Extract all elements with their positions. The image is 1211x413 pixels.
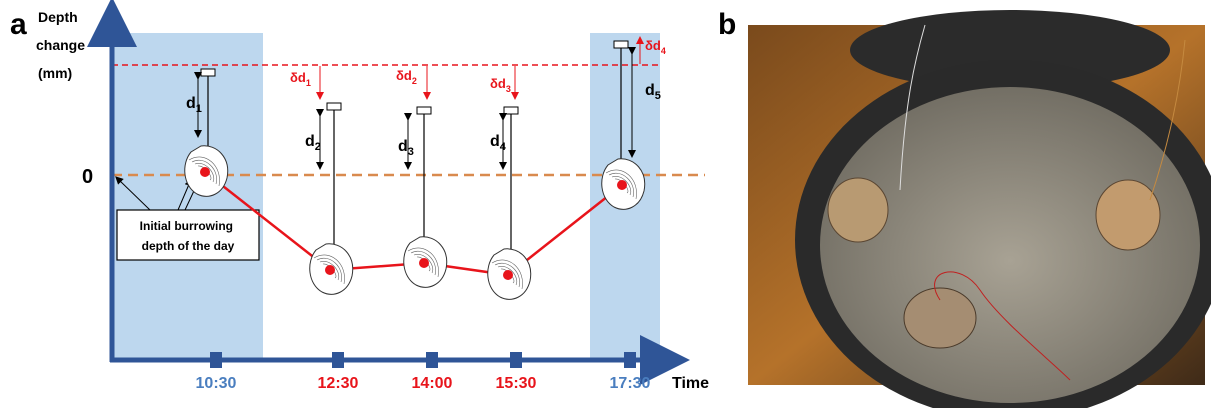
time-label: 12:30 — [318, 375, 359, 392]
shell-dot — [200, 167, 210, 177]
shell-dot — [419, 258, 429, 268]
time-label: 14:00 — [412, 375, 453, 392]
shell-dot — [617, 180, 627, 190]
zero-label: 0 — [82, 166, 93, 188]
sensor — [504, 107, 518, 114]
delta-main: δd — [490, 76, 506, 91]
depth-main: d — [305, 133, 315, 150]
shade — [112, 33, 263, 360]
shell — [904, 288, 976, 348]
depth-label: d2 — [305, 133, 321, 153]
delta-sub: 2 — [412, 76, 417, 86]
shell-dot — [325, 265, 335, 275]
depth-sub: 1 — [196, 103, 202, 115]
time-tick — [510, 352, 522, 368]
time-tick — [624, 352, 636, 368]
delta-sub: 1 — [306, 78, 311, 88]
panel-a: a Depth change (mm) 0 Time Initial burro… — [10, 8, 709, 392]
sensor — [327, 103, 341, 110]
delta-main: δd — [645, 38, 661, 53]
shell — [310, 244, 353, 294]
delta-sub: 3 — [506, 84, 511, 94]
time-tick — [426, 352, 438, 368]
shell — [185, 146, 228, 196]
shell — [602, 159, 645, 209]
depth-main: d — [490, 133, 500, 150]
depth-sub: 5 — [655, 90, 661, 102]
time-tick — [332, 352, 344, 368]
shell — [1096, 180, 1160, 250]
time-label: 17:30 — [610, 375, 651, 392]
time-tick — [210, 352, 222, 368]
delta-main: δd — [396, 68, 412, 83]
delta-label: δd1 — [290, 70, 311, 88]
depth-label: d3 — [398, 138, 414, 158]
panel-label: b — [718, 8, 736, 41]
shell-dot — [503, 270, 513, 280]
sensor — [614, 41, 628, 48]
sensor — [201, 69, 215, 76]
depth-main: d — [645, 82, 655, 99]
depth-label: d4 — [490, 133, 507, 153]
delta-sub: 4 — [661, 46, 666, 56]
panel-b: b — [718, 8, 1211, 408]
time-label: 15:30 — [496, 375, 537, 392]
y-axis-label: Depth change (mm) — [36, 9, 89, 81]
shell — [488, 249, 531, 299]
depth-main: d — [398, 138, 408, 155]
x-axis-label: Time — [672, 375, 709, 392]
time-label: 10:30 — [196, 375, 237, 392]
depth-main: d — [186, 95, 196, 112]
delta-label: δd2 — [396, 68, 417, 86]
figure: a Depth change (mm) 0 Time Initial burro… — [0, 0, 1211, 408]
sensor — [417, 107, 431, 114]
panel-label: a — [10, 8, 27, 41]
shell — [404, 237, 447, 287]
depth-sub: 3 — [408, 146, 414, 158]
delta-main: δd — [290, 70, 306, 85]
shell — [828, 178, 888, 242]
delta-label: δd3 — [490, 76, 511, 94]
